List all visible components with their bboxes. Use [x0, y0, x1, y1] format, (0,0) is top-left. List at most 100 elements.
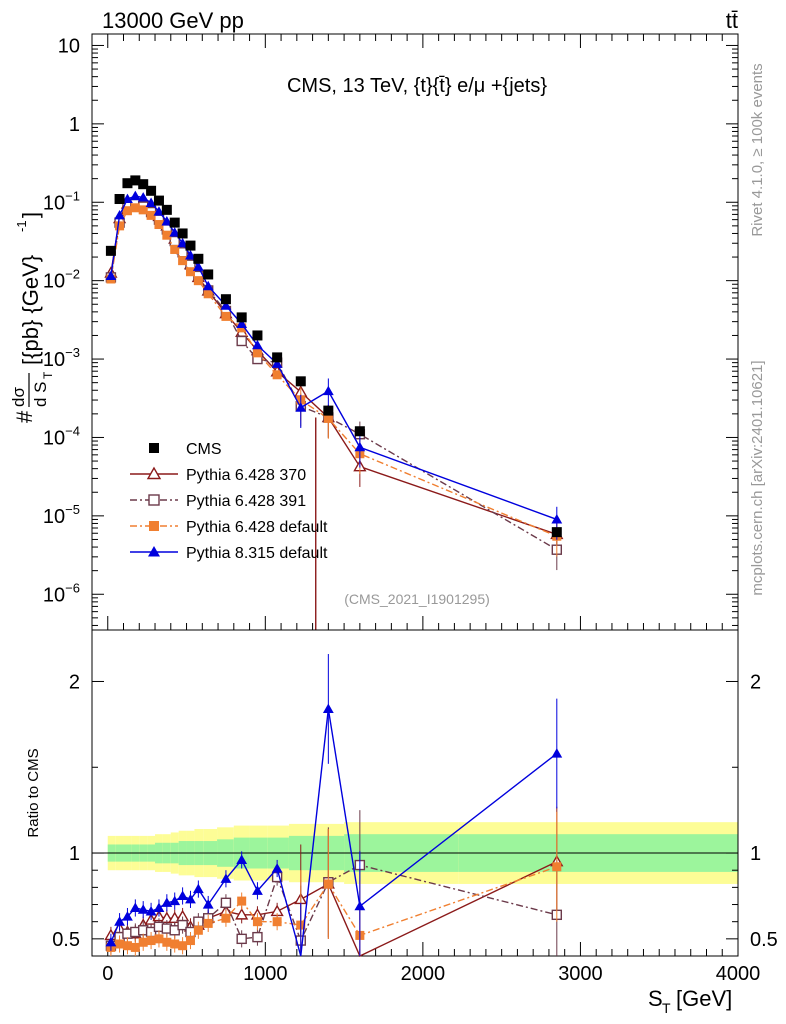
main-y-tick-base: 10 [43, 427, 65, 449]
ratio-panel: 2 2 1 1 0.5 0.5 0 1000 2000 3000 4000 Ratio to CM… [25, 629, 778, 985]
ratio-series-point [552, 862, 562, 872]
ratio-series-point [192, 883, 204, 894]
cms-data-point [272, 352, 283, 363]
main-series-point [122, 193, 133, 204]
main-series-point [322, 385, 334, 396]
main-y-axis-label: # dσ d S T [{pb} {GeV} -1 ] [9, 212, 55, 423]
ratio-series-point [122, 911, 133, 921]
main-series-point [130, 203, 140, 213]
ratio-series-point [236, 854, 248, 864]
ratio-series-point [115, 939, 125, 949]
x-tick-label: 1000 [243, 963, 288, 985]
cms-data-point [295, 376, 306, 387]
ratio-y-axis-label: Ratio to CMS [25, 748, 42, 837]
cms-data-point [122, 178, 133, 189]
x-label-sub: T [662, 1000, 671, 1016]
main-y-tick-label: 10−3 [43, 345, 80, 371]
main-series-point [193, 276, 203, 286]
ratio-y-axis: 2 2 1 1 0.5 0.5 [52, 671, 778, 950]
cms-data-point [146, 185, 157, 196]
ratio-series-point [323, 879, 333, 889]
ratio-series-point [237, 896, 247, 906]
cms-data-point [551, 527, 562, 538]
ratio-y-tick-label-right: 0.5 [750, 929, 778, 951]
legend-marker [148, 494, 160, 506]
main-y-tick-base: 10 [43, 192, 65, 214]
ratio-series-layer [104, 654, 564, 957]
ratio-y-tick-label: 0.5 [52, 929, 80, 951]
ratio-series-point [202, 899, 214, 909]
x-label-unit: [GeV] [676, 986, 732, 1011]
ratio-series-point [193, 925, 203, 935]
main-series-point [236, 318, 248, 329]
ratio-series-point [252, 917, 262, 927]
main-y-tick-base: 10 [43, 271, 65, 293]
main-series-point [203, 289, 213, 299]
mcplots-label: mcplots.cern.ch [arXiv:2401.10621] [749, 360, 766, 595]
cms-data-point [236, 312, 247, 323]
main-y-tick-base: 10 [43, 506, 65, 528]
x-tick-label: 2000 [401, 963, 446, 985]
main-series-point [323, 413, 333, 423]
ratio-series-point [236, 933, 247, 945]
analysis-id: (CMS_2021_I1901295) [344, 591, 490, 607]
main-series-point [161, 215, 173, 226]
main-series-point [220, 300, 232, 310]
main-y-tick-exp: −1 [65, 188, 80, 203]
x-tick-label: 0 [102, 963, 113, 985]
ratio-series-point [162, 937, 172, 947]
ratio-series-point [130, 942, 140, 952]
main-series-point [138, 205, 148, 215]
ratio-series-point [220, 873, 232, 883]
main-y-tick-label: 10−4 [43, 423, 80, 449]
ratio-series-point [170, 939, 180, 949]
x-tick-label: 4000 [716, 963, 761, 985]
cms-data-point [203, 269, 214, 280]
ratio-y-tick-label-right: 2 [750, 671, 761, 693]
y-label-frac-num: dσ [9, 387, 28, 407]
ratio-series-point [177, 890, 188, 900]
main-y-tick-exp: −6 [65, 580, 80, 595]
legend-label: Pythia 8.315 default [186, 545, 328, 562]
legend: CMS Pythia 6.428 370 Pythia 6.428 391 Pythi… [130, 441, 328, 562]
chart-title: CMS, 13 TeV, {t}{t̄} e/μ +{jets} [287, 75, 547, 97]
ratio-series-point [235, 908, 249, 920]
main-series-point [153, 206, 165, 216]
legend-label: Pythia 6.428 370 [186, 467, 306, 484]
cms-data-point [193, 253, 204, 264]
cms-data-point [252, 330, 263, 341]
main-series-point [169, 227, 181, 237]
legend-marker-cms [149, 443, 159, 453]
main-y-tick-base: 10 [43, 584, 65, 606]
main-series-point [115, 221, 125, 231]
legend-label-cms: CMS [186, 441, 222, 458]
main-frame [91, 33, 739, 631]
cms-data-point [114, 194, 125, 205]
ratio-series-point [185, 893, 196, 904]
ratio-y-tick-label: 2 [69, 671, 80, 693]
ratio-series-point [114, 916, 125, 926]
main-series-point [185, 267, 195, 277]
process-label: tt̄ [726, 8, 738, 33]
x-tick-label: 3000 [558, 963, 603, 985]
main-y-tick-label: 10−5 [43, 502, 80, 528]
ratio-frame [91, 629, 739, 957]
main-series-point [236, 335, 247, 347]
cms-data-point [130, 175, 141, 186]
y-label-frac-den: d S [31, 381, 50, 407]
cms-data-point [185, 240, 196, 251]
cms-data-point [220, 294, 231, 305]
legend-marker [149, 521, 159, 531]
ratio-y-tick-label-right: 1 [750, 843, 761, 865]
ratio-series-point [252, 931, 263, 943]
main-y-tick-label: 10−1 [43, 188, 80, 214]
ratio-series-point [220, 897, 232, 909]
main-x-ticks [107, 34, 739, 630]
main-series-point [221, 311, 231, 321]
cms-data-point [177, 228, 188, 239]
x-axis-label: S T [GeV] [648, 986, 732, 1016]
legend-marker [146, 466, 162, 480]
cms-data-point [105, 245, 116, 256]
main-y-tick-exp: −2 [65, 267, 80, 282]
